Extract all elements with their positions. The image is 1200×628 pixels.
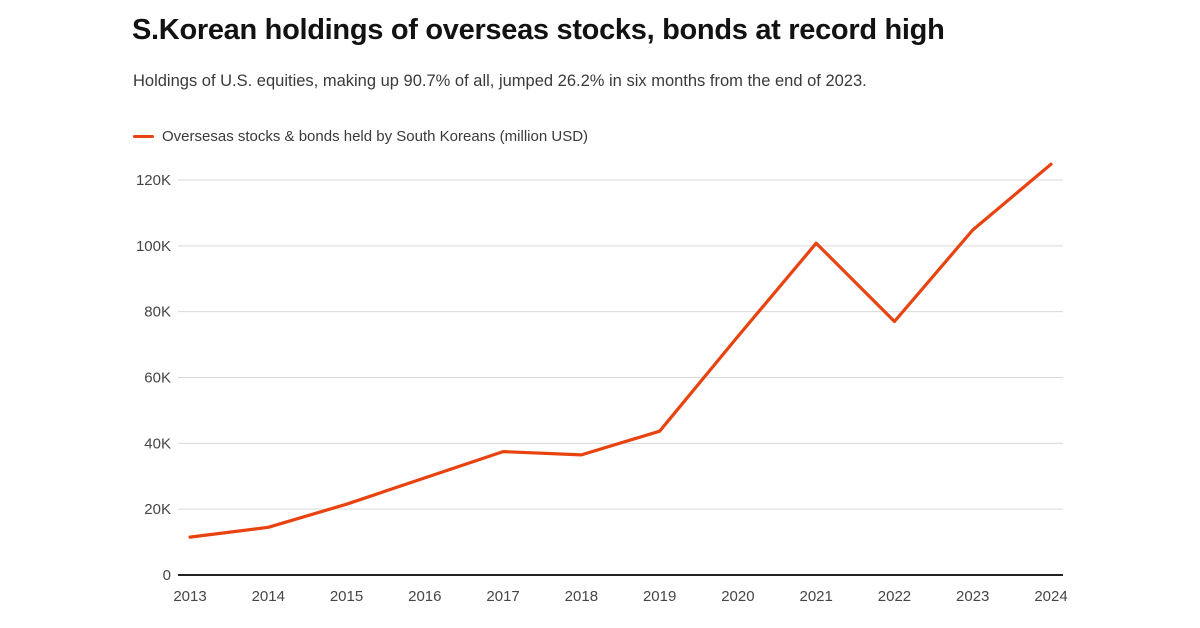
x-tick-label: 2020 <box>721 588 754 605</box>
x-tick-label: 2019 <box>643 588 676 605</box>
legend: Oversesas stocks & bonds held by South K… <box>133 128 588 145</box>
x-tick-label: 2016 <box>408 588 441 605</box>
x-tick-label: 2023 <box>956 588 989 605</box>
legend-line-marker <box>133 135 154 138</box>
y-tick-label: 60K <box>144 370 171 387</box>
data-line <box>188 162 1053 539</box>
x-tick-label: 2017 <box>486 588 519 605</box>
legend-label: Oversesas stocks & bonds held by South K… <box>162 128 589 145</box>
x-tick-label: 2013 <box>173 588 206 605</box>
x-tick-label: 2014 <box>252 588 285 605</box>
x-tick-label: 2022 <box>878 588 911 605</box>
y-tick-label: 100K <box>136 238 171 255</box>
y-tick-label: 80K <box>144 304 171 321</box>
x-tick-label: 2018 <box>565 588 598 605</box>
x-tick-label: 2024 <box>1034 588 1067 605</box>
x-tick-label: 2015 <box>330 588 363 605</box>
x-tick-label: 2021 <box>799 588 832 605</box>
y-tick-label: 0 <box>163 567 171 584</box>
page-subtitle: Holdings of U.S. equities, making up 90.… <box>133 72 867 90</box>
y-tick-label: 20K <box>144 501 171 518</box>
y-tick-label: 120K <box>136 172 171 189</box>
y-tick-label: 40K <box>144 435 171 452</box>
page-title: S.Korean holdings of overseas stocks, bo… <box>132 14 945 46</box>
